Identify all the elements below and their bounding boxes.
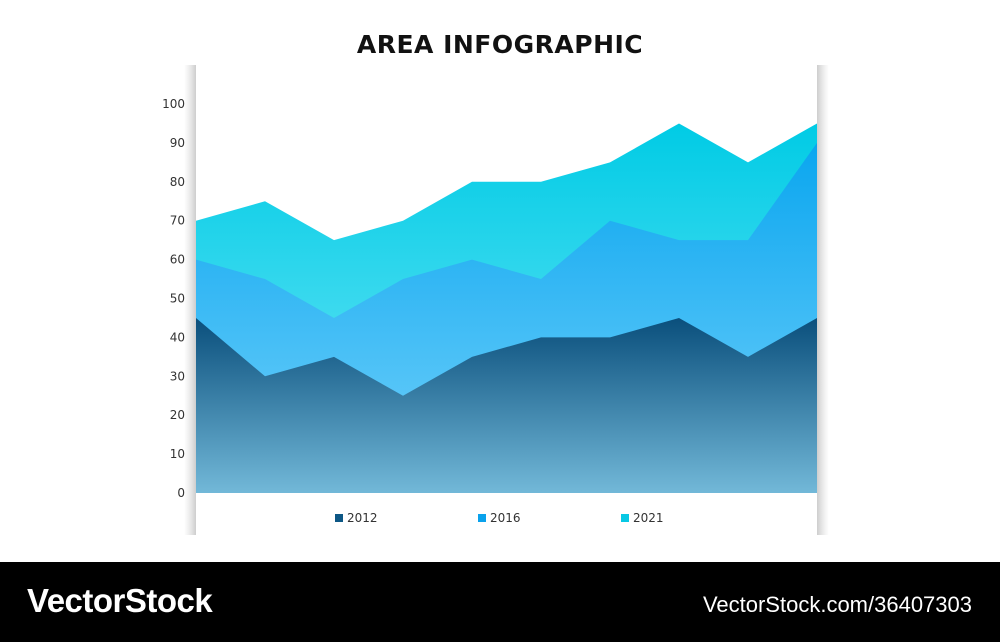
y-tick-label: 90 <box>170 136 185 150</box>
y-tick-label: 60 <box>170 253 185 267</box>
legend-item-2012: 2012 <box>335 511 378 525</box>
y-tick-label: 10 <box>170 447 185 461</box>
footer-image-id: VectorStock.com/36407303 <box>702 592 972 617</box>
chart-title: AREA INFOGRAPHIC <box>356 30 644 59</box>
right-edge-shadow <box>817 65 829 535</box>
legend-item-2021: 2021 <box>621 511 664 525</box>
y-tick-label: 20 <box>170 408 185 422</box>
y-tick-label: 80 <box>170 175 185 189</box>
legend-swatch <box>621 514 629 522</box>
legend-swatch <box>335 514 343 522</box>
y-tick-label: 30 <box>170 369 185 383</box>
legend-item-2016: 2016 <box>478 511 521 525</box>
footer-bar: VectorStock VectorStock.com/36407303 <box>0 562 1000 642</box>
area-series-2012 <box>196 317 817 493</box>
legend-label: 2021 <box>633 511 664 525</box>
legend-label: 2012 <box>347 511 378 525</box>
y-tick-label: 0 <box>177 486 185 500</box>
y-tick-label: 40 <box>170 330 185 344</box>
y-tick-label: 50 <box>170 292 185 306</box>
y-tick-label: 100 <box>162 97 185 111</box>
legend-swatch <box>478 514 486 522</box>
y-tick-label: 70 <box>170 214 185 228</box>
area-chart: 0 10 20 30 40 50 60 70 80 90 100 2012 2016 2021 <box>162 65 829 535</box>
left-edge-shadow <box>184 65 196 535</box>
footer-logo: VectorStock <box>27 582 213 619</box>
legend-label: 2016 <box>490 511 521 525</box>
